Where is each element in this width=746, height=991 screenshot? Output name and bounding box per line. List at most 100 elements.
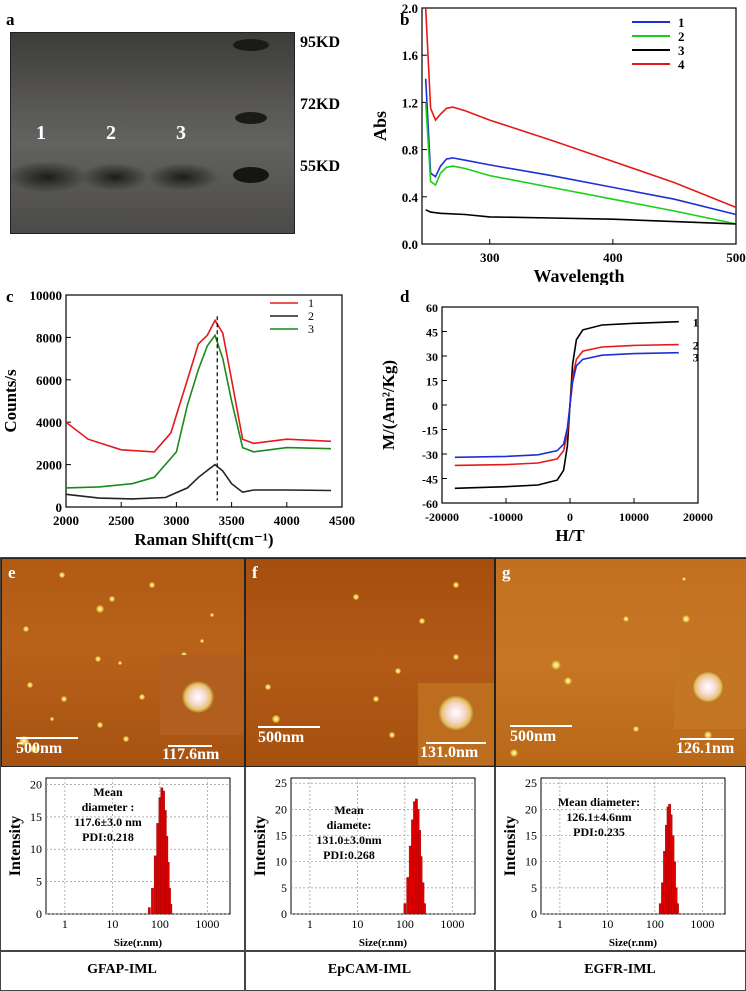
- panel-label-g: g: [502, 563, 511, 582]
- afm-particle: [510, 749, 518, 757]
- inset-scalebar-e: [168, 745, 212, 747]
- y-axis-label: Intensity: [502, 816, 519, 876]
- x-tick-label: 4000: [274, 513, 300, 528]
- dls-bar: [153, 855, 157, 915]
- afm-particle: [389, 732, 395, 738]
- x-tick-label: -20000: [425, 510, 459, 524]
- band-lane-1: [11, 161, 89, 193]
- x-axis-label: H/T: [555, 526, 585, 545]
- x-axis-label: Raman Shift(cm⁻¹): [134, 530, 273, 549]
- afm-particle: [95, 656, 101, 662]
- y-tick-label: 0: [281, 907, 287, 921]
- afm-particle: [118, 661, 122, 665]
- lane-label-3: 3: [176, 122, 186, 144]
- series-line-3: [454, 351, 679, 459]
- annotation-line: diamete:: [327, 818, 372, 832]
- series-line-1: [454, 320, 679, 490]
- x-tick-label: 1: [62, 917, 68, 931]
- dls-bar: [406, 877, 410, 915]
- y-tick-label: -15: [422, 424, 438, 438]
- marker-95kd: 95KD: [300, 34, 340, 51]
- afm-particle: [27, 682, 33, 688]
- y-tick-label: 2000: [36, 458, 62, 473]
- afm-image-g: [495, 558, 746, 767]
- y-tick-label: 0: [56, 500, 63, 515]
- annotation-line: PDI:0.268: [323, 848, 375, 862]
- x-tick-label: 500: [726, 250, 746, 265]
- afm-particle: [272, 715, 280, 723]
- y-tick-label: 25: [275, 776, 287, 790]
- afm-particle: [109, 596, 115, 602]
- x-tick-label: 2000: [53, 513, 79, 528]
- y-axis-label: Counts/s: [1, 369, 20, 433]
- y-tick-label: 45: [426, 326, 438, 340]
- raman-chart: 2000 2500 3000 3500 4000 45000200040006000800…: [1, 288, 355, 549]
- legend-label-1: 1: [678, 15, 685, 30]
- afm-particle: [395, 668, 401, 674]
- band-lane-3: [147, 163, 219, 191]
- y-axis-label: Abs: [370, 111, 390, 141]
- afm-particle: [210, 613, 214, 617]
- legend-label-4: 4: [678, 57, 685, 72]
- afm-particle: [704, 731, 712, 739]
- x-tick-label: 400: [603, 250, 623, 265]
- y-tick-label: 4000: [36, 415, 62, 430]
- curve-label-2: 2: [693, 339, 699, 353]
- sample-label-epcam: EpCAM-IML: [327, 962, 412, 977]
- x-axis-label: Size(r.nm): [114, 937, 163, 949]
- y-tick-label: 10000: [30, 288, 63, 303]
- annotation-line: 131.0±3.0nm: [316, 833, 381, 847]
- x-tick-label: 100: [396, 917, 414, 931]
- inset-scale-text-f: 131.0nm: [420, 744, 479, 761]
- afm-particle: [96, 605, 104, 613]
- afm-particle: [265, 684, 271, 690]
- y-tick-label: 15: [275, 829, 287, 843]
- afm-inset-particle: [692, 671, 724, 703]
- dls-chart-f: 0 5 10 15 20 25 1 10 100 1000 Size(r.nm) Intensity M…: [252, 776, 476, 949]
- afm-image-e: [1, 558, 245, 767]
- afm-particle: [373, 696, 379, 702]
- marker-band-72: [235, 112, 267, 124]
- y-axis-label: Intensity: [7, 816, 24, 876]
- inset-scalebar-g: [680, 738, 734, 740]
- dls-bar: [169, 904, 173, 915]
- annotation-line: diameter :: [82, 800, 135, 814]
- y-tick-label: 5: [281, 881, 287, 895]
- series-line-3: [65, 333, 332, 489]
- y-tick-label: 0: [531, 907, 537, 921]
- afm-particle: [453, 582, 459, 588]
- series-line-1: [65, 318, 332, 453]
- x-tick-label: 300: [480, 250, 500, 265]
- series-line-2: [65, 463, 332, 500]
- scalebar-f: [258, 726, 320, 728]
- inset-scalebar-f: [426, 742, 486, 744]
- afm-particle: [353, 594, 359, 600]
- legend-label-2: 2: [678, 29, 685, 44]
- afm-particle: [50, 717, 54, 721]
- x-tick-label: 100: [646, 917, 664, 931]
- lane-label-2: 2: [106, 122, 116, 144]
- afm-particle: [633, 726, 639, 732]
- plot-frame: [45, 777, 231, 915]
- band-lane-2: [81, 163, 149, 191]
- x-tick-label: 3000: [163, 513, 189, 528]
- afm-particle: [682, 615, 690, 623]
- dls-bar: [151, 887, 154, 915]
- y-tick-label: -60: [422, 497, 438, 511]
- y-tick-label: 20: [30, 777, 42, 791]
- x-tick-label: 1000: [690, 917, 714, 931]
- annotation-line: Mean: [93, 785, 123, 799]
- dls-bar: [147, 907, 151, 915]
- panel-label-e: e: [8, 563, 16, 582]
- panel-label-c: c: [6, 287, 14, 306]
- curve-label-1: 1: [693, 316, 699, 330]
- afm-particle: [623, 616, 629, 622]
- y-tick-label: 60: [426, 301, 438, 315]
- afm-particles: [510, 577, 746, 757]
- y-axis-label: M/(Am²/Kg): [379, 360, 398, 450]
- series-line-3: [425, 209, 737, 225]
- x-tick-label: 10: [601, 917, 613, 931]
- scalebar-g: [510, 725, 572, 727]
- y-tick-label: 2.0: [402, 1, 418, 16]
- dls-bar: [674, 887, 678, 915]
